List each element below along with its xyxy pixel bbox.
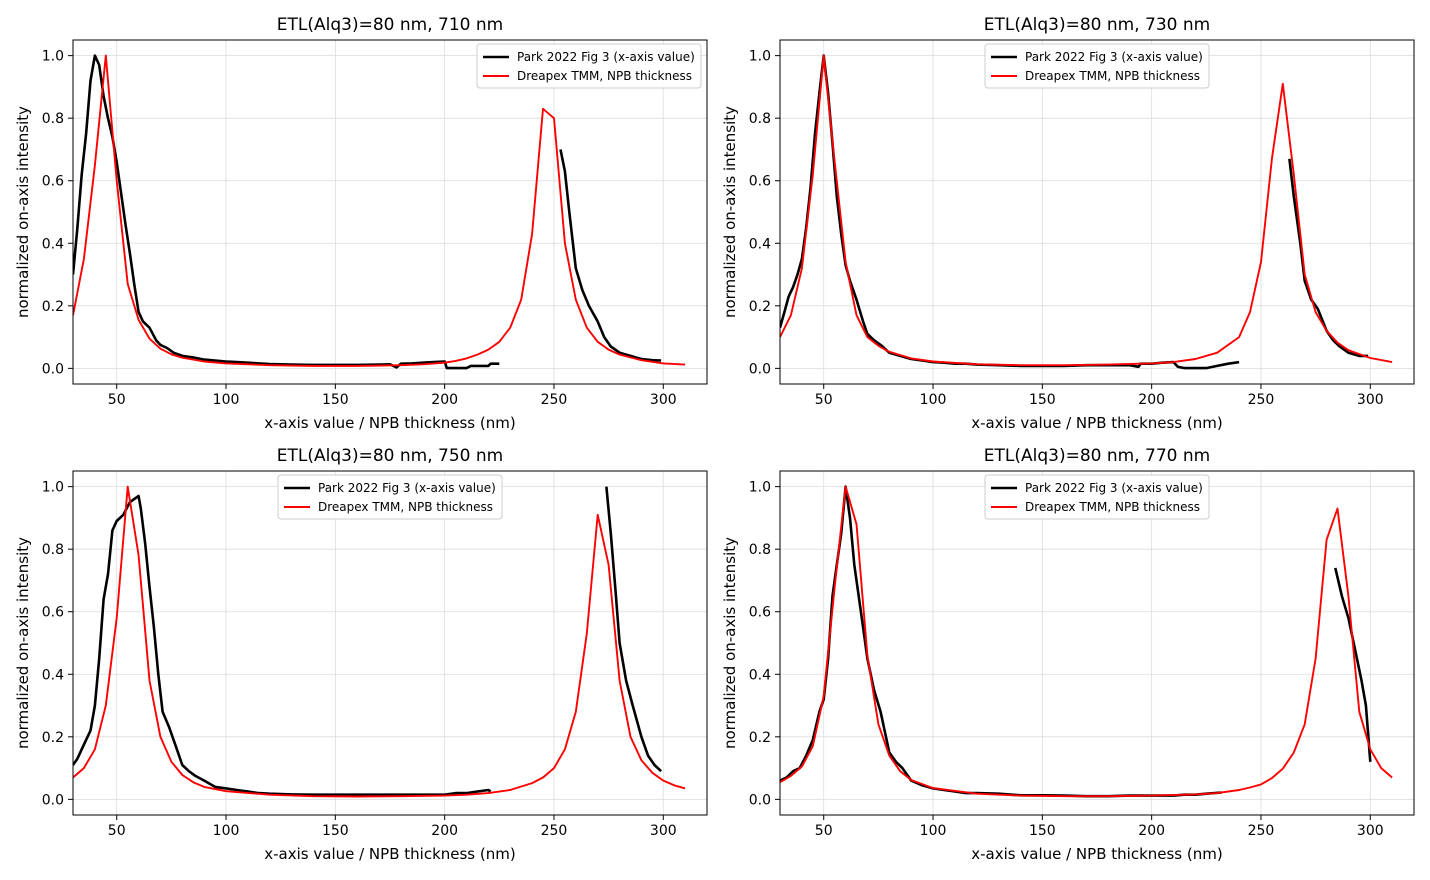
x-tick-label: 100 (213, 392, 240, 408)
legend-box (476, 43, 702, 89)
x-tick-label: 250 (541, 823, 568, 839)
subplot-1: 50 100 150 200 250 300 0.0 0.2 0.4 0.6 0.8 1.0 ETL(A… (14, 15, 708, 432)
y-axis-label: normalized on-axis intensity (721, 537, 739, 749)
subplot-3: 50 100 150 200 250 300 0.0 0.2 0.4 0.6 0.8 1.0 ETL(A… (14, 446, 708, 863)
x-tick-label: 200 (431, 392, 458, 408)
plot-frame (72, 39, 708, 385)
x-tick-label: 150 (1029, 392, 1056, 408)
series-line-park-2022 (73, 54, 500, 370)
y-tick-label: 0.2 (42, 730, 64, 746)
y-tick-label: 0.0 (749, 792, 771, 808)
series-line-park-2022 (559, 149, 662, 362)
x-tick-label: 100 (920, 823, 947, 839)
subplot-title: ETL(Alq3)=80 nm, 730 nm (984, 15, 1210, 35)
x-tick-label: 150 (322, 823, 349, 839)
legend: Park 2022 Fig 3 (x-axis value) Dreapex TM… (984, 474, 1210, 520)
x-axis-label: x-axis value / NPB thickness (nm) (264, 414, 515, 432)
y-tick-label: 0.2 (749, 730, 771, 746)
y-tick-label: 0.2 (749, 299, 771, 315)
y-axis-label: normalized on-axis intensity (14, 537, 32, 749)
series-line-park-2022 (780, 54, 1240, 370)
series-line-dreapex-tmm (780, 485, 1393, 798)
y-tick-label: 0.8 (42, 111, 64, 127)
legend-label: Park 2022 Fig 3 (x-axis value) (1025, 481, 1203, 495)
legend-label: Park 2022 Fig 3 (x-axis value) (1025, 50, 1203, 64)
y-tick-label: 1.0 (42, 49, 64, 65)
y-tick-label: 0.6 (749, 605, 771, 621)
y-tick-label: 0.6 (42, 174, 64, 190)
x-axis-label: x-axis value / NPB thickness (nm) (264, 845, 515, 863)
x-tick-label: 200 (1138, 823, 1165, 839)
legend: Park 2022 Fig 3 (x-axis value) Dreapex TM… (984, 43, 1210, 89)
x-tick-label: 300 (650, 823, 677, 839)
series-line-dreapex-tmm (780, 54, 1393, 367)
legend-label: Dreapex TMM, NPB thickness (517, 69, 692, 83)
legend: Park 2022 Fig 3 (x-axis value) Dreapex TM… (476, 43, 702, 89)
y-tick-label: 1.0 (749, 480, 771, 496)
x-tick-label: 100 (920, 392, 947, 408)
subplot-4: 50 100 150 200 250 300 0.0 0.2 0.4 0.6 0.8 1.0 ETL(A… (721, 446, 1415, 863)
x-tick-label: 50 (108, 392, 126, 408)
plot-frame (72, 470, 708, 816)
y-tick-label: 0.4 (749, 667, 771, 683)
y-tick-label: 0.8 (42, 542, 64, 558)
x-tick-label: 150 (1029, 823, 1056, 839)
x-tick-label: 250 (1248, 392, 1275, 408)
legend-label: Park 2022 Fig 3 (x-axis value) (318, 481, 496, 495)
y-tick-label: 0.2 (42, 299, 64, 315)
y-tick-label: 0.8 (749, 542, 771, 558)
y-axis-label: normalized on-axis intensity (721, 106, 739, 318)
series-line-dreapex-tmm (73, 485, 686, 798)
legend-box (277, 474, 503, 520)
x-tick-label: 50 (815, 823, 833, 839)
subplot-title: ETL(Alq3)=80 nm, 750 nm (277, 446, 503, 466)
x-tick-label: 300 (650, 392, 677, 408)
x-tick-label: 100 (213, 823, 240, 839)
x-tick-label: 200 (431, 823, 458, 839)
y-tick-label: 0.0 (42, 792, 64, 808)
y-tick-label: 0.4 (42, 236, 64, 252)
x-tick-label: 200 (1138, 392, 1165, 408)
x-tick-label: 150 (322, 392, 349, 408)
x-tick-label: 250 (1248, 823, 1275, 839)
legend-label: Dreapex TMM, NPB thickness (1025, 500, 1200, 514)
plot-frame (779, 470, 1415, 816)
y-tick-label: 0.0 (42, 361, 64, 377)
y-tick-label: 0.6 (749, 174, 771, 190)
y-tick-label: 0.4 (42, 667, 64, 683)
legend-box (984, 43, 1210, 89)
y-tick-label: 0.0 (749, 361, 771, 377)
legend-label: Dreapex TMM, NPB thickness (318, 500, 493, 514)
y-tick-label: 1.0 (42, 480, 64, 496)
series-line-dreapex-tmm (73, 54, 686, 367)
subplot-2: 50 100 150 200 250 300 0.0 0.2 0.4 0.6 0.8 1.0 ETL(A… (721, 15, 1415, 432)
x-tick-label: 300 (1357, 823, 1384, 839)
y-tick-label: 0.6 (42, 605, 64, 621)
y-tick-label: 1.0 (749, 49, 771, 65)
legend-label: Dreapex TMM, NPB thickness (1025, 69, 1200, 83)
x-tick-label: 50 (815, 392, 833, 408)
y-tick-label: 0.8 (749, 111, 771, 127)
series-line-park-2022 (1334, 567, 1372, 762)
series-line-park-2022 (780, 485, 1222, 798)
legend-label: Park 2022 Fig 3 (x-axis value) (517, 50, 695, 64)
x-tick-label: 250 (541, 392, 568, 408)
series-line-park-2022 (1288, 158, 1369, 358)
series-line-park-2022 (73, 494, 492, 796)
y-axis-label: normalized on-axis intensity (14, 106, 32, 318)
plot-frame (779, 39, 1415, 385)
x-tick-label: 50 (108, 823, 126, 839)
series-line-park-2022 (605, 486, 662, 773)
subplot-title: ETL(Alq3)=80 nm, 710 nm (277, 15, 503, 35)
x-axis-label: x-axis value / NPB thickness (nm) (971, 845, 1222, 863)
x-tick-label: 300 (1357, 392, 1384, 408)
subplot-title: ETL(Alq3)=80 nm, 770 nm (984, 446, 1210, 466)
x-axis-label: x-axis value / NPB thickness (nm) (971, 414, 1222, 432)
legend: Park 2022 Fig 3 (x-axis value) Dreapex TM… (277, 474, 503, 520)
y-tick-label: 0.4 (749, 236, 771, 252)
legend-box (984, 474, 1210, 520)
